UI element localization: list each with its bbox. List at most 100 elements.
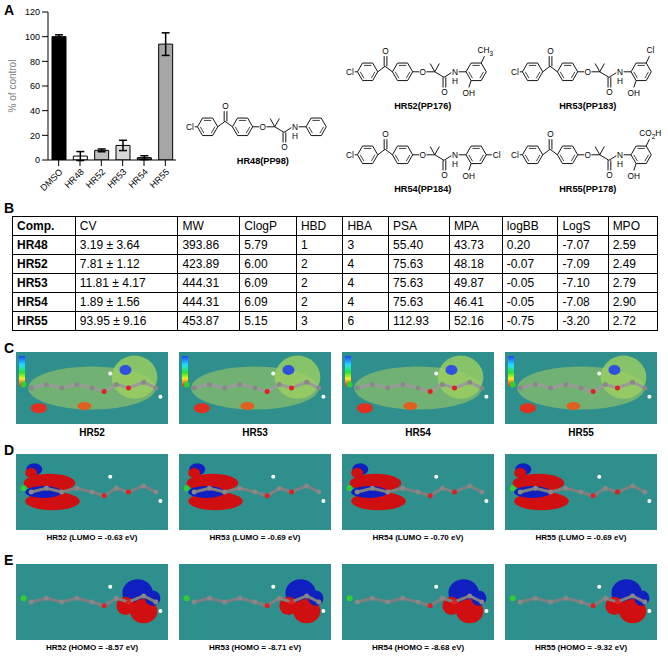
html-text:LogS: LogS — [562, 219, 591, 233]
html-text:7.81 ± 1.12: 7.81 ± 1.12 — [79, 257, 140, 271]
svg-text:N: N — [452, 68, 458, 77]
svg-text:100: 100 — [25, 32, 40, 42]
svg-text:H: H — [452, 160, 458, 169]
svg-text:O: O — [420, 151, 427, 160]
svg-text:Cl: Cl — [186, 123, 194, 132]
svg-text:Cl: Cl — [646, 46, 654, 55]
html-text:MW: MW — [182, 219, 204, 233]
html-text:HR52: HR52 — [17, 257, 48, 271]
html-text:49.87: 49.87 — [453, 276, 484, 290]
svg-text:O: O — [606, 171, 613, 180]
html-text:ClogP: ClogP — [244, 219, 277, 233]
svg-text:N: N — [617, 151, 623, 160]
html-text:2.59: 2.59 — [612, 238, 636, 252]
html-text:-0.07: -0.07 — [506, 257, 535, 271]
html-text:Comp.: Comp. — [17, 219, 55, 233]
html-text:11.81 ± 4.17: 11.81 ± 4.17 — [79, 276, 146, 290]
svg-text:O: O — [606, 88, 613, 97]
svg-text:H: H — [617, 77, 623, 86]
html-text:5.79: 5.79 — [244, 238, 268, 252]
svg-text:40: 40 — [30, 106, 40, 116]
html-text:6.09: 6.09 — [244, 295, 268, 309]
svg-text:HR48(PP98): HR48(PP98) — [237, 156, 289, 166]
svg-text:OH: OH — [628, 89, 640, 98]
html-text:55.40: 55.40 — [393, 238, 424, 252]
svg-text:OH: OH — [628, 172, 640, 181]
svg-text:HR55: HR55 — [148, 167, 171, 190]
svg-text:H: H — [617, 160, 623, 169]
svg-text:CO2H: CO2H — [639, 129, 661, 140]
html-text:0.20: 0.20 — [506, 238, 531, 252]
svg-text:20: 20 — [30, 131, 40, 141]
svg-text:60: 60 — [30, 81, 40, 91]
html-text:-0.05: -0.05 — [506, 276, 535, 290]
html-text:423.89: 423.89 — [182, 257, 220, 271]
html-text:48.18: 48.18 — [453, 257, 484, 271]
html-text:444.31: 444.31 — [182, 295, 220, 309]
html-text:HR54: HR54 — [17, 295, 48, 309]
svg-text:80: 80 — [30, 57, 40, 67]
html-text:-7.07: -7.07 — [562, 238, 590, 252]
html-text:HR48: HR48 — [17, 238, 48, 252]
svg-text:N: N — [452, 151, 458, 160]
svg-text:DMSO: DMSO — [38, 167, 64, 193]
svg-text:O: O — [260, 123, 267, 132]
svg-text:HR55(PP178): HR55(PP178) — [559, 184, 616, 194]
svg-text:O: O — [585, 151, 592, 160]
svg-text:Cl: Cl — [511, 68, 519, 77]
svg-text:120: 120 — [25, 7, 40, 17]
html-text:-7.10: -7.10 — [562, 276, 590, 290]
svg-text:H: H — [292, 132, 298, 141]
html-text:6.09: 6.09 — [244, 276, 268, 290]
svg-text:O: O — [547, 130, 554, 139]
svg-text:O: O — [585, 68, 592, 77]
svg-text:O: O — [382, 130, 389, 139]
svg-text:HR53: HR53 — [105, 167, 128, 190]
svg-text:HR52(PP176): HR52(PP176) — [394, 101, 451, 111]
svg-text:N: N — [292, 123, 298, 132]
svg-text:0: 0 — [35, 155, 40, 165]
svg-text:O: O — [441, 88, 448, 97]
svg-text:OH: OH — [463, 172, 475, 181]
html-text:MPO: MPO — [612, 219, 640, 233]
html-text:75.63: 75.63 — [393, 276, 424, 290]
html-text:444.31: 444.31 — [182, 276, 220, 290]
svg-text:O: O — [441, 171, 448, 180]
svg-text:HR52: HR52 — [84, 167, 107, 190]
svg-text:H: H — [452, 77, 458, 86]
html-text:43.73: 43.73 — [453, 238, 484, 252]
html-text:75.63: 75.63 — [393, 295, 424, 309]
html-text:HR53: HR53 — [17, 276, 48, 290]
svg-text:O: O — [420, 68, 427, 77]
svg-text:CH3: CH3 — [478, 46, 494, 57]
svg-text:Cl: Cl — [493, 151, 501, 160]
html-text:2.79: 2.79 — [612, 276, 636, 290]
svg-text:HR53(PP183): HR53(PP183) — [559, 101, 616, 111]
svg-text:Cl: Cl — [346, 151, 354, 160]
svg-text:% of control: % of control — [7, 60, 18, 113]
svg-text:O: O — [222, 102, 229, 111]
html-text:6.00: 6.00 — [244, 257, 268, 271]
html-text:CV: CV — [79, 219, 97, 233]
svg-text:HR48: HR48 — [63, 167, 86, 190]
svg-text:OH: OH — [463, 89, 475, 98]
svg-text:N: N — [617, 68, 623, 77]
html-text:1.89 ± 1.56: 1.89 ± 1.56 — [79, 295, 140, 309]
html-text:HBD: HBD — [300, 219, 327, 233]
svg-text:O: O — [281, 143, 288, 152]
svg-text:HR54: HR54 — [127, 167, 150, 190]
html-text:2.49: 2.49 — [612, 257, 636, 271]
svg-text:Cl: Cl — [346, 68, 354, 77]
html-text:PSA: PSA — [393, 219, 418, 233]
svg-text:O: O — [382, 47, 389, 56]
html-text:75.63: 75.63 — [393, 257, 424, 271]
svg-text:O: O — [547, 47, 554, 56]
html-text:3.19 ± 3.64: 3.19 ± 3.64 — [79, 238, 140, 252]
html-text:393.86: 393.86 — [182, 238, 220, 252]
html-text:MPA: MPA — [453, 219, 479, 233]
html-text:HBA: HBA — [347, 219, 373, 233]
svg-text:Cl: Cl — [511, 151, 519, 160]
svg-text:HR54(PP184): HR54(PP184) — [394, 184, 451, 194]
html-text:logBB: logBB — [506, 219, 539, 233]
html-text:-7.09: -7.09 — [562, 257, 590, 271]
